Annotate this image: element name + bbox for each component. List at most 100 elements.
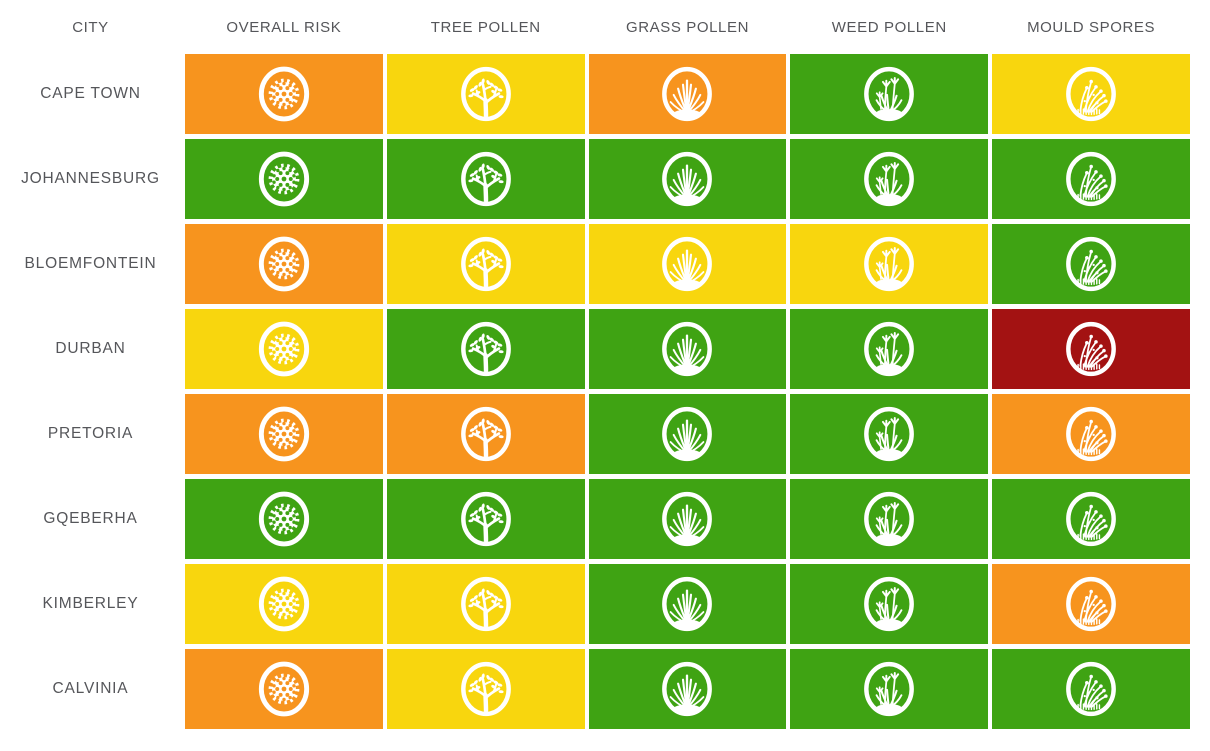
column-header-city: CITY	[72, 18, 109, 36]
city-label: BLOEMFONTEIN	[0, 224, 181, 304]
overall-risk-cell	[185, 649, 383, 729]
grass-pollen-cell	[588, 309, 787, 389]
mould-spores-icon	[1059, 485, 1123, 553]
tree-pollen-cell	[386, 479, 585, 559]
mould-spores-cell	[992, 224, 1190, 304]
weed-pollen-cell	[790, 394, 989, 474]
overall-risk-cell	[185, 564, 383, 644]
pollen-grain-icon	[252, 315, 316, 383]
table-row: JOHANNESBURG	[0, 139, 1190, 219]
city-label: CAPE TOWN	[0, 54, 181, 134]
table-row: DURBAN	[0, 309, 1190, 389]
column-header-tree-pollen: TREE POLLEN	[430, 18, 541, 36]
weed-pollen-cell	[790, 564, 989, 644]
tree-pollen-cell	[386, 309, 585, 389]
weed-icon	[857, 655, 921, 723]
mould-spores-icon	[1059, 145, 1123, 213]
pollen-grain-icon	[252, 145, 316, 213]
city-label: DURBAN	[0, 309, 181, 389]
mould-spores-cell	[992, 394, 1190, 474]
column-header-mould-spores: MOULD SPORES	[1027, 18, 1156, 36]
table-row: CALVINIA	[0, 649, 1190, 729]
tree-pollen-cell	[386, 224, 585, 304]
pollen-grain-icon	[252, 400, 316, 468]
city-label: GQEBERHA	[0, 479, 181, 559]
city-label: PRETORIA	[0, 394, 181, 474]
pollen-grain-icon	[252, 570, 316, 638]
grass-icon	[655, 655, 719, 723]
mould-spores-cell	[992, 649, 1190, 729]
pollen-grain-icon	[252, 60, 316, 128]
table-row: BLOEMFONTEIN	[0, 224, 1190, 304]
grass-pollen-cell	[588, 54, 787, 134]
tree-icon	[454, 60, 518, 128]
mould-spores-icon	[1059, 655, 1123, 723]
grass-icon	[655, 570, 719, 638]
tree-pollen-cell	[386, 394, 585, 474]
tree-pollen-cell	[386, 564, 585, 644]
table-header-row: CITY OVERALL RISK TREE POLLEN GRASS POLL…	[0, 0, 1190, 54]
tree-icon	[454, 485, 518, 553]
grass-icon	[655, 485, 719, 553]
column-header-grass-pollen: GRASS POLLEN	[625, 18, 750, 36]
overall-risk-cell	[185, 139, 383, 219]
table-row: PRETORIA	[0, 394, 1190, 474]
column-header-overall-risk: OVERALL RISK	[226, 18, 342, 36]
overall-risk-cell	[185, 309, 383, 389]
mould-spores-icon	[1059, 230, 1123, 298]
city-label: CALVINIA	[0, 649, 181, 729]
tree-pollen-cell	[386, 649, 585, 729]
mould-spores-icon	[1059, 315, 1123, 383]
tree-icon	[454, 570, 518, 638]
mould-spores-cell	[992, 309, 1190, 389]
overall-risk-cell	[185, 54, 383, 134]
column-header-weed-pollen: WEED POLLEN	[831, 18, 947, 36]
pollen-grain-icon	[252, 485, 316, 553]
weed-pollen-cell	[790, 479, 989, 559]
weed-icon	[857, 485, 921, 553]
tree-icon	[454, 230, 518, 298]
tree-icon	[454, 655, 518, 723]
overall-risk-cell	[185, 224, 383, 304]
tree-pollen-cell	[386, 54, 585, 134]
grass-icon	[655, 230, 719, 298]
grass-pollen-cell	[588, 394, 787, 474]
pollen-grain-icon	[252, 655, 316, 723]
grass-pollen-cell	[588, 479, 787, 559]
table-row: KIMBERLEY	[0, 564, 1190, 644]
grass-icon	[655, 145, 719, 213]
table-row: GQEBERHA	[0, 479, 1190, 559]
grass-pollen-cell	[588, 224, 787, 304]
grass-icon	[655, 400, 719, 468]
pollen-grain-icon	[252, 230, 316, 298]
mould-spores-cell	[992, 54, 1190, 134]
weed-icon	[857, 145, 921, 213]
tree-icon	[454, 400, 518, 468]
grass-pollen-cell	[588, 139, 787, 219]
mould-spores-cell	[992, 564, 1190, 644]
mould-spores-cell	[992, 139, 1190, 219]
weed-icon	[857, 570, 921, 638]
weed-pollen-cell	[790, 54, 989, 134]
table-row: CAPE TOWN	[0, 54, 1190, 134]
mould-spores-icon	[1059, 60, 1123, 128]
weed-pollen-cell	[790, 309, 989, 389]
grass-icon	[655, 60, 719, 128]
city-label: JOHANNESBURG	[0, 139, 181, 219]
tree-icon	[454, 145, 518, 213]
table-body: CAPE TOWN JOHANNESBURG BLOEMFONTEIN DURBAN P…	[0, 54, 1190, 729]
overall-risk-cell	[185, 394, 383, 474]
grass-pollen-cell	[588, 564, 787, 644]
weed-icon	[857, 315, 921, 383]
tree-icon	[454, 315, 518, 383]
overall-risk-cell	[185, 479, 383, 559]
grass-icon	[655, 315, 719, 383]
mould-spores-cell	[992, 479, 1190, 559]
mould-spores-icon	[1059, 570, 1123, 638]
tree-pollen-cell	[386, 139, 585, 219]
pollen-risk-table: CITY OVERALL RISK TREE POLLEN GRASS POLL…	[0, 0, 1190, 729]
grass-pollen-cell	[588, 649, 787, 729]
weed-pollen-cell	[790, 224, 989, 304]
city-label: KIMBERLEY	[0, 564, 181, 644]
